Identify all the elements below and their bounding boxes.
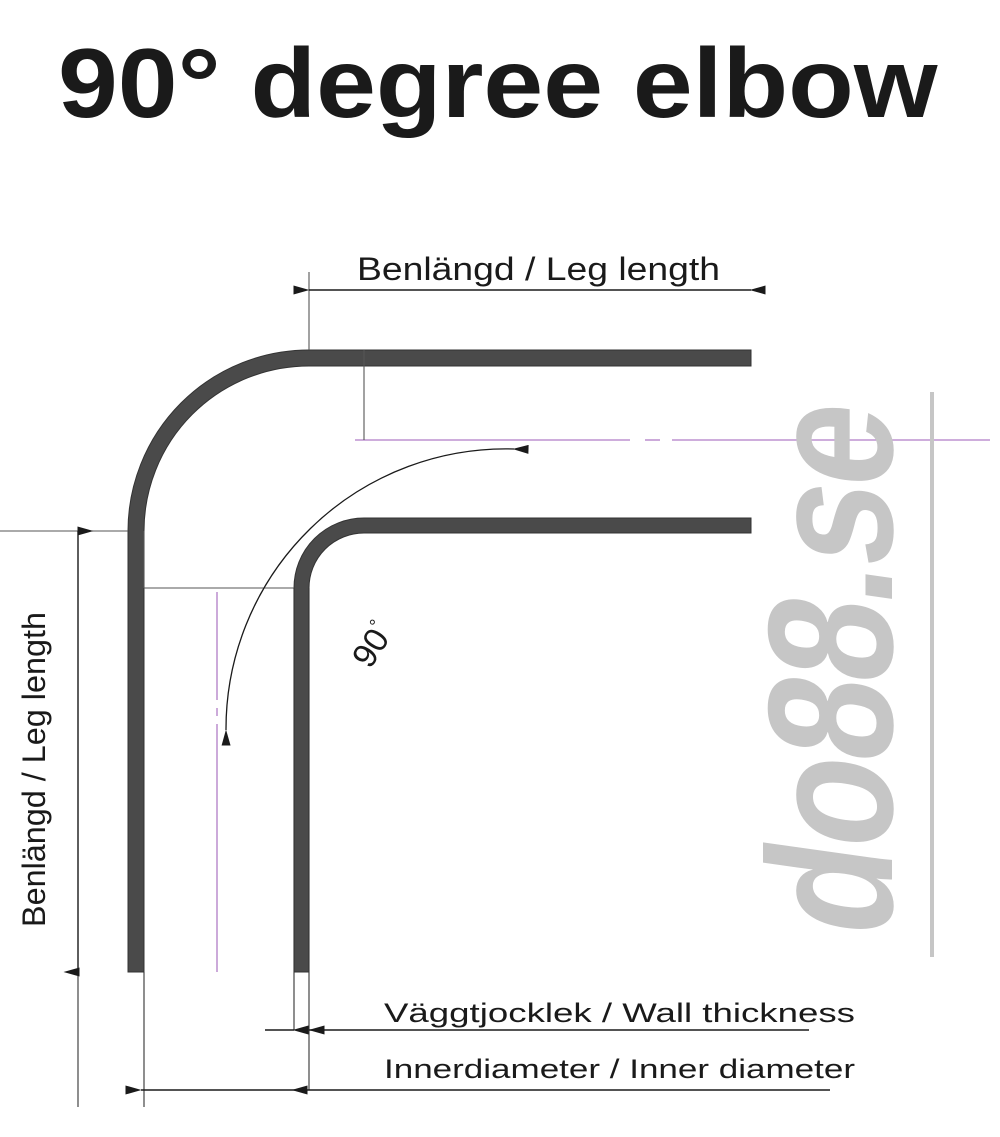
svg-text:90°: 90° [345,616,401,674]
svg-text:do88.se: do88.se [731,391,930,946]
svg-text:Väggtjocklek / Wall thickness: Väggtjocklek / Wall thickness [384,998,855,1028]
svg-text:Benlängd / Leg length: Benlängd / Leg length [357,251,720,287]
svg-text:Benlängd / Leg length: Benlängd / Leg length [16,612,52,927]
svg-text:Innerdiameter / Inner diameter: Innerdiameter / Inner diameter [384,1054,855,1084]
